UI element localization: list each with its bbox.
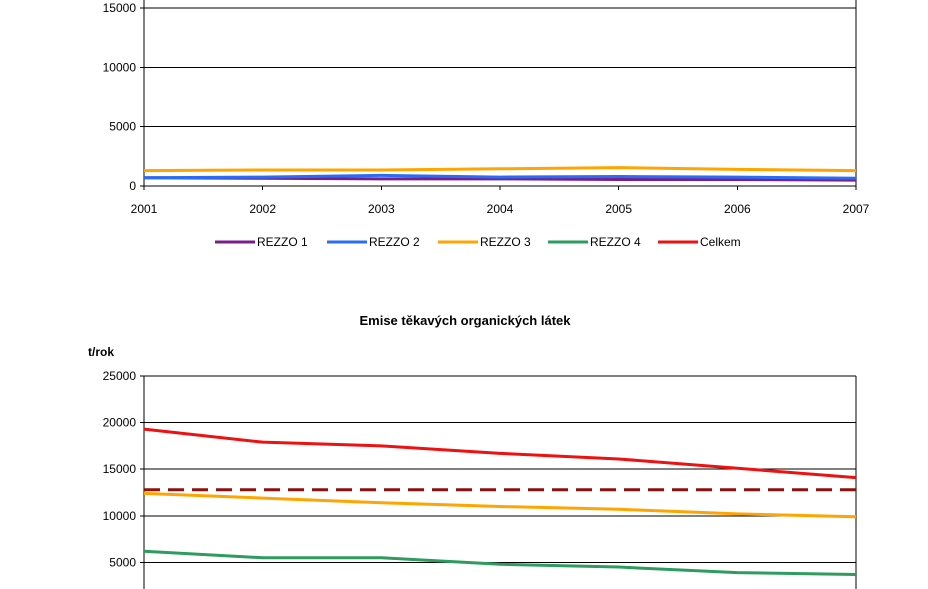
y-tick-label: 0: [129, 179, 136, 193]
x-tick-label: 2002: [249, 202, 276, 216]
chart-title: Emise těkavých organických látek: [359, 313, 571, 328]
x-tick-label: 2005: [605, 202, 632, 216]
legend-label: REZZO 4: [590, 235, 641, 249]
y-tick-label: 10000: [103, 509, 137, 523]
x-tick-label: 2006: [724, 202, 751, 216]
chart-2: [140, 375, 857, 589]
y-tick-label: 5000: [109, 555, 136, 569]
legend-label: REZZO 3: [480, 235, 531, 249]
series-line-rezzo-3: [143, 166, 857, 173]
y-tick-label: 25000: [103, 369, 137, 383]
y-tick-label: 15000: [103, 1, 137, 15]
x-tick-label: 2003: [368, 202, 395, 216]
chart-1: [140, 0, 857, 244]
series-line-series-1: [143, 427, 857, 480]
series-line-series-4: [143, 549, 857, 577]
y-tick-label: 10000: [103, 60, 137, 74]
legend-label: REZZO 2: [369, 235, 420, 249]
legend-label: Celkem: [700, 235, 741, 249]
x-tick-label: 2004: [487, 202, 514, 216]
x-tick-label: 2001: [131, 202, 158, 216]
x-tick-label: 2007: [843, 202, 870, 216]
y-tick-label: 5000: [109, 120, 136, 134]
series-line-rezzo-2: [143, 173, 857, 180]
y-tick-label: 20000: [103, 416, 137, 430]
y-tick-label: 15000: [103, 462, 137, 476]
series-line-series-3: [143, 491, 857, 519]
y-axis-unit: t/rok: [88, 345, 114, 359]
legend-label: REZZO 1: [257, 235, 308, 249]
